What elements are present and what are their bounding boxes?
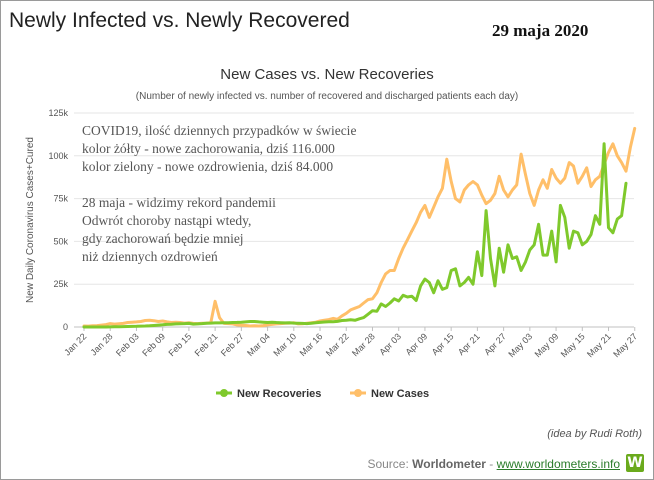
annotation-line: kolor zielony - nowe ozdrowienia, dziś 8… bbox=[82, 159, 334, 174]
header-title: Newly Infected vs. Newly Recovered bbox=[9, 9, 350, 32]
x-tick-label: Jan 22 bbox=[62, 331, 88, 357]
x-tick-label: May 03 bbox=[506, 331, 534, 359]
x-tick-label: Apr 27 bbox=[482, 331, 508, 357]
y-tick-label: 0 bbox=[63, 322, 68, 332]
legend-item-new-recoveries[interactable]: New Recoveries bbox=[216, 388, 321, 400]
chart-subtitle: (Number of newly infected vs. number of … bbox=[135, 91, 519, 102]
x-tick-label: Mar 16 bbox=[298, 331, 325, 358]
y-tick-label: 100k bbox=[48, 151, 68, 161]
series-line-new-recoveries bbox=[82, 142, 628, 329]
annotation-line: 28 maja - widzimy rekord pandemii bbox=[82, 195, 276, 210]
legend-label: New Recoveries bbox=[237, 388, 321, 400]
x-tick-label: Feb 27 bbox=[219, 331, 246, 358]
y-tick-label: 25k bbox=[53, 279, 68, 289]
x-tick-label: Apr 09 bbox=[404, 331, 430, 357]
x-tick-label: Feb 21 bbox=[193, 331, 220, 358]
annotation-line: kolor żółty - nowe zachorowania, dziś 11… bbox=[82, 141, 335, 156]
x-tick-label: Mar 04 bbox=[245, 331, 272, 358]
x-tick-label: May 09 bbox=[533, 331, 561, 359]
source-prefix: Source: bbox=[367, 457, 413, 471]
annotation-line: gdy zachorowań będzie mniej bbox=[82, 231, 244, 246]
idea-credit: (idea by Rudi Roth) bbox=[547, 428, 642, 440]
y-axis-label: New Daily Coronavirus Cases+Cured bbox=[25, 137, 36, 303]
legend-marker-icon bbox=[354, 389, 362, 397]
x-tick-label: May 15 bbox=[559, 331, 587, 359]
x-tick-label: Apr 15 bbox=[430, 331, 456, 357]
source-separator: - bbox=[485, 457, 497, 471]
y-tick-label: 75k bbox=[53, 194, 68, 204]
y-tick-label: 50k bbox=[53, 236, 68, 246]
x-tick-label: May 27 bbox=[611, 331, 639, 359]
x-tick-label: May 21 bbox=[585, 331, 613, 359]
x-tick-label: Jan 28 bbox=[88, 331, 114, 357]
source-link[interactable]: www.worldometers.info bbox=[496, 457, 620, 471]
legend-item-new-cases[interactable]: New Cases bbox=[350, 388, 429, 400]
source-line: Source: Worldometer - www.worldometers.i… bbox=[367, 457, 620, 471]
annotation-line: COVID19, ilość dziennych przypadków w św… bbox=[82, 123, 357, 138]
x-tick-label: Apr 21 bbox=[456, 331, 482, 357]
legend-marker-icon bbox=[220, 389, 228, 397]
y-tick-label: 125k bbox=[48, 108, 68, 118]
legend-label: New Cases bbox=[371, 388, 429, 400]
x-tick-label: Feb 03 bbox=[114, 331, 141, 358]
series-line-new-cases bbox=[82, 126, 637, 328]
x-tick-label: Apr 03 bbox=[377, 331, 403, 357]
worldometer-logo-icon[interactable]: W bbox=[626, 454, 644, 472]
chart-title: New Cases vs. New Recoveries bbox=[220, 66, 434, 83]
annotation-line bbox=[82, 176, 356, 194]
chart-series bbox=[82, 126, 637, 329]
x-tick-label: Mar 28 bbox=[350, 331, 377, 358]
x-tick-label: Feb 09 bbox=[140, 331, 167, 358]
source-name: Worldometer bbox=[412, 457, 486, 471]
x-tick-label: Mar 22 bbox=[324, 331, 351, 358]
x-tick-label: Mar 10 bbox=[271, 331, 298, 358]
annotation-line: niż dziennych ozdrowień bbox=[82, 249, 218, 264]
chart-legend: New Recoveries New Cases bbox=[216, 388, 429, 400]
header-date: 29 maja 2020 bbox=[492, 21, 589, 40]
chart-annotation: COVID19, ilość dziennych przypadków w św… bbox=[82, 122, 356, 266]
x-tick-label: Feb 15 bbox=[166, 331, 193, 358]
annotation-line: Odwrót choroby nastąpi wtedy, bbox=[82, 213, 252, 228]
chart-grid bbox=[74, 112, 634, 328]
